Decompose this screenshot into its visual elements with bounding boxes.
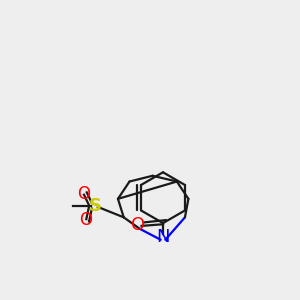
Text: O: O bbox=[79, 211, 92, 229]
Text: O: O bbox=[77, 185, 90, 203]
Text: N: N bbox=[156, 228, 170, 246]
Text: O: O bbox=[130, 216, 145, 234]
Text: S: S bbox=[88, 197, 101, 215]
